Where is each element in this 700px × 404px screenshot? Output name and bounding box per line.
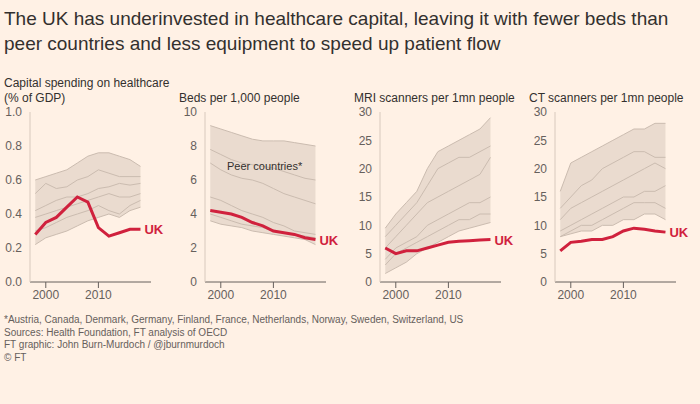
svg-text:0.2: 0.2 xyxy=(8,241,22,255)
svg-text:15: 15 xyxy=(359,190,373,204)
svg-text:4: 4 xyxy=(190,207,197,221)
html-text:CT scanners per 1mn people: CT scanners per 1mn people xyxy=(529,91,684,105)
svg-text:6: 6 xyxy=(190,173,197,187)
html-text:MRI scanners per 1mn people: MRI scanners per 1mn people xyxy=(354,91,515,105)
svg-text:20: 20 xyxy=(359,162,373,176)
svg-text:0: 0 xyxy=(365,275,372,289)
svg-text:15: 15 xyxy=(534,190,548,204)
svg-text:10: 10 xyxy=(534,219,548,233)
svg-text:2000: 2000 xyxy=(32,288,59,302)
html-text:Peer countries*: Peer countries* xyxy=(227,160,303,172)
html-text:FT graphic: John Burn-Murdoch: FT graphic: John Burn-Murdoch / @jburnmu… xyxy=(4,339,225,350)
svg-text:2000: 2000 xyxy=(382,288,409,302)
svg-text:10: 10 xyxy=(184,106,198,119)
svg-text:0: 0 xyxy=(540,275,547,289)
svg-text:UK: UK xyxy=(494,233,513,248)
svg-text:0.8: 0.8 xyxy=(8,139,22,153)
svg-text:8: 8 xyxy=(190,139,197,153)
svg-text:5: 5 xyxy=(365,247,372,261)
svg-text:0.6: 0.6 xyxy=(8,173,22,187)
svg-text:5: 5 xyxy=(540,247,547,261)
svg-text:0.0: 0.0 xyxy=(8,275,22,289)
svg-text:1.0: 1.0 xyxy=(8,106,22,119)
svg-text:UK: UK xyxy=(669,225,688,240)
svg-text:2010: 2010 xyxy=(610,288,637,302)
svg-text:2010: 2010 xyxy=(260,288,287,302)
svg-text:0: 0 xyxy=(190,275,197,289)
svg-text:20: 20 xyxy=(534,162,548,176)
html-text:*Austria, Canada, Denmark, Ger: *Austria, Canada, Denmark, Germany, Finl… xyxy=(4,314,464,325)
html-text:Beds per 1,000 people: Beds per 1,000 people xyxy=(179,91,300,105)
html-text:Capital spending on healthcare: Capital spending on healthcare (% of GDP… xyxy=(4,76,170,105)
html-text:© FT: © FT xyxy=(4,351,27,363)
svg-text:0.4: 0.4 xyxy=(8,207,22,221)
svg-text:25: 25 xyxy=(359,134,373,148)
svg-text:25: 25 xyxy=(534,134,548,148)
svg-text:30: 30 xyxy=(359,106,373,119)
svg-text:UK: UK xyxy=(144,222,163,237)
svg-text:2000: 2000 xyxy=(557,288,584,302)
svg-text:2010: 2010 xyxy=(435,288,462,302)
svg-text:2000: 2000 xyxy=(207,288,234,302)
svg-text:2010: 2010 xyxy=(85,288,112,302)
html-text:Sources: Health Foundation, FT: Sources: Health Foundation, FT analysis … xyxy=(4,326,228,338)
svg-text:2: 2 xyxy=(190,241,197,255)
svg-text:10: 10 xyxy=(359,219,373,233)
svg-text:30: 30 xyxy=(534,106,548,119)
svg-text:UK: UK xyxy=(319,233,338,248)
html-text:The UK has underinvested in he: The UK has underinvested in healthcare c… xyxy=(4,8,669,54)
